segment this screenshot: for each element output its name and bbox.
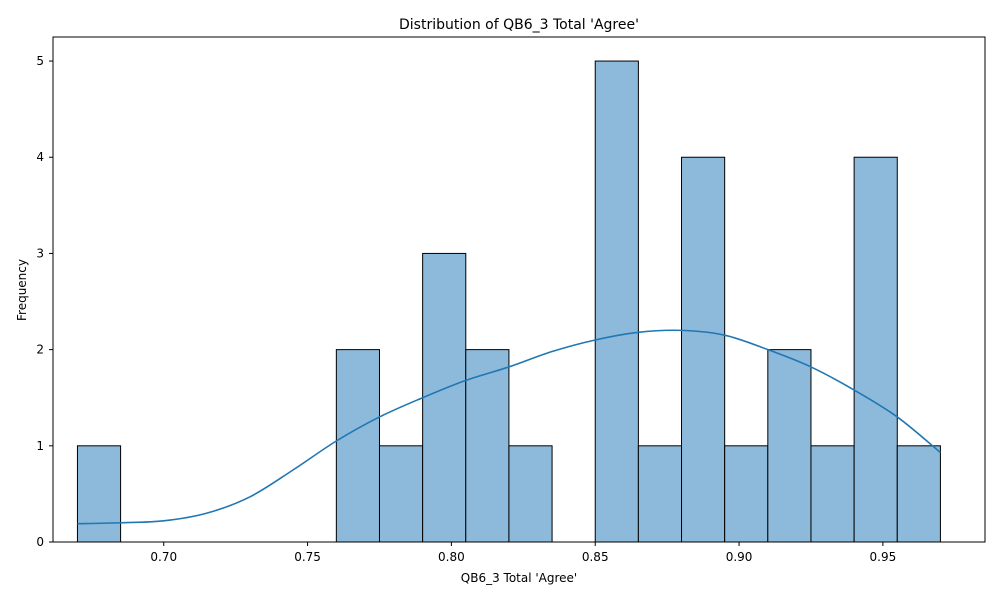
histogram-bar: [465, 349, 510, 543]
histogram-bar: [637, 445, 683, 543]
histogram-bar: [594, 60, 639, 543]
y-tick-label: 0: [36, 535, 44, 549]
x-axis-ticks: 0.70 0.75 0.80 0.85 0.90 0.95: [150, 542, 896, 564]
x-tick-label: 0.75: [294, 550, 321, 564]
x-axis-label: QB6_3 Total 'Agree': [461, 571, 577, 585]
y-tick-label: 5: [36, 54, 44, 68]
bars-group: [76, 60, 941, 543]
y-axis-label: Frequency: [15, 259, 29, 321]
y-tick-label: 4: [36, 150, 44, 164]
histogram-bar: [335, 349, 380, 543]
y-tick-label: 3: [36, 246, 44, 260]
histogram-bar: [378, 445, 424, 543]
x-tick-label: 0.95: [870, 550, 897, 564]
y-tick-label: 2: [36, 343, 44, 357]
histogram-bar: [681, 156, 726, 543]
x-tick-label: 0.90: [726, 550, 753, 564]
histogram-bar: [422, 252, 467, 543]
histogram-bar: [896, 445, 941, 543]
x-tick-label: 0.80: [438, 550, 465, 564]
histogram-bar: [508, 445, 553, 543]
kde-curve: [77, 329, 941, 525]
histogram-bar: [767, 349, 812, 543]
histogram-bar: [810, 445, 855, 543]
y-tick-label: 1: [36, 439, 44, 453]
histogram-bar: [76, 445, 122, 543]
histogram-bar: [853, 156, 898, 543]
histogram-bar: [724, 445, 769, 543]
y-axis-ticks: 0 1 2 3 4 5: [36, 54, 53, 549]
x-tick-label: 0.70: [150, 550, 177, 564]
chart-title: Distribution of QB6_3 Total 'Agree': [399, 17, 639, 33]
plot-frame: [52, 36, 986, 543]
x-tick-label: 0.85: [582, 550, 609, 564]
